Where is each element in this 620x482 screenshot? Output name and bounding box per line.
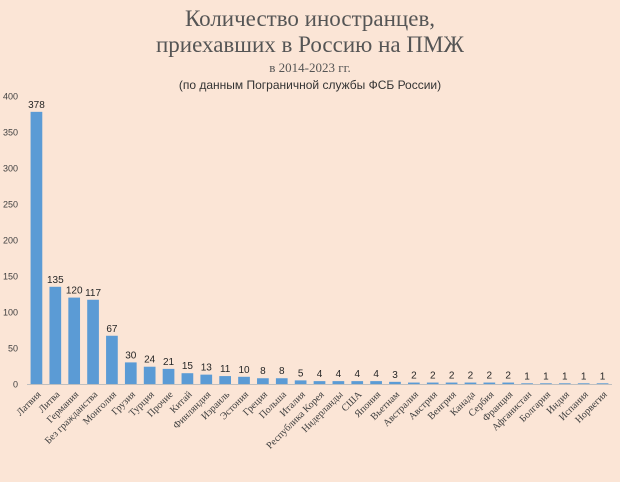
data-label: 8: [260, 366, 266, 377]
y-tick-label: 400: [3, 92, 18, 102]
source-note: (по данным Пограничной службы ФСБ России…: [178, 78, 442, 92]
data-label: 1: [600, 371, 606, 382]
bar: [389, 381, 401, 384]
data-label: 21: [163, 357, 175, 368]
data-label: 1: [581, 371, 587, 382]
bar: [332, 381, 345, 384]
chart-subtitle: в 2014-2023 гг.: [269, 60, 351, 75]
bar: [445, 382, 458, 384]
data-label: 24: [144, 355, 156, 366]
bar: [124, 362, 137, 384]
bar: [596, 383, 609, 384]
y-tick-label: 50: [8, 344, 18, 354]
y-tick-label: 250: [3, 200, 18, 210]
bar: [257, 378, 269, 384]
bar: [87, 299, 99, 384]
y-tick-label: 100: [3, 308, 18, 318]
bar: [238, 376, 250, 384]
bar: [483, 382, 496, 384]
y-tick-label: 200: [3, 236, 18, 246]
bar: [30, 111, 43, 384]
data-label: 5: [298, 368, 304, 379]
data-label: 4: [336, 369, 342, 380]
bar: [408, 382, 420, 384]
chart-title-line2: приехавших в Россию на ПМЖ: [155, 32, 465, 57]
bar: [49, 286, 62, 384]
data-label: 2: [449, 371, 455, 382]
data-label: 2: [468, 371, 474, 382]
data-label: 378: [28, 100, 45, 111]
y-tick-label: 350: [3, 128, 18, 138]
bar: [464, 382, 477, 384]
data-label: 8: [279, 366, 285, 377]
data-label: 117: [85, 288, 101, 299]
bar: [294, 380, 307, 384]
data-label: 3: [392, 370, 398, 381]
bar: [200, 374, 213, 384]
bar: [558, 383, 571, 384]
data-label: 120: [66, 286, 83, 297]
bar: [351, 381, 364, 384]
data-label: 4: [317, 369, 323, 380]
bar: [370, 381, 382, 384]
data-label: 11: [220, 364, 231, 375]
chart-title-line1: Количество иностранцев,: [184, 6, 436, 31]
data-label: 15: [182, 361, 194, 372]
bar: [219, 376, 231, 384]
bar: [426, 382, 439, 384]
data-label: 2: [411, 371, 417, 382]
data-label: 2: [430, 371, 436, 382]
bar: [577, 383, 590, 384]
data-label: 2: [487, 371, 493, 382]
y-tick-label: 0: [13, 380, 18, 390]
data-label: 135: [47, 275, 64, 286]
data-label: 10: [238, 365, 250, 376]
bar: [275, 378, 288, 384]
data-label: 1: [543, 371, 549, 382]
data-label: 30: [125, 350, 137, 361]
bar: [162, 368, 175, 384]
data-label: 1: [524, 371, 530, 382]
y-tick-label: 150: [3, 272, 18, 282]
bar: [521, 383, 533, 384]
bar: [68, 297, 81, 384]
data-label: 2: [505, 371, 511, 382]
data-label: 1: [562, 371, 568, 382]
bar: [313, 381, 326, 384]
bar: [106, 335, 118, 384]
data-label: 67: [106, 324, 118, 335]
data-label: 4: [373, 369, 379, 380]
bar: [540, 383, 552, 384]
bar: [502, 382, 515, 384]
bar: [181, 373, 194, 384]
y-tick-label: 300: [3, 164, 18, 174]
data-label: 13: [201, 363, 213, 374]
data-label: 4: [354, 369, 360, 380]
bar: [143, 366, 156, 384]
